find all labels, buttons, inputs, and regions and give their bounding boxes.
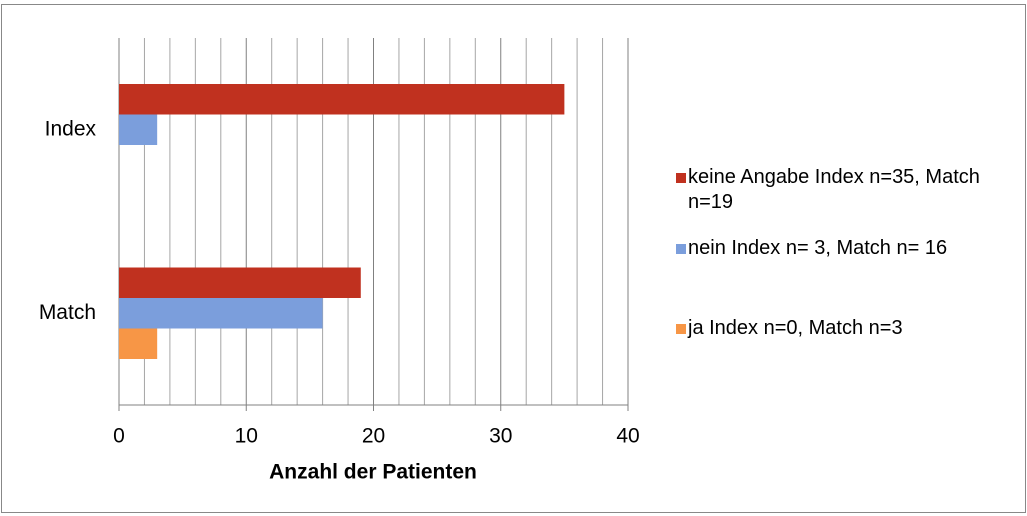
x-tick-label: 30 xyxy=(489,425,512,448)
y-tick-label: Index xyxy=(45,117,97,140)
legend-swatch xyxy=(676,173,686,183)
x-tick-label: 10 xyxy=(235,425,258,448)
legend-label: keine Angabe Index n=35, Match n=19 xyxy=(688,166,980,213)
x-tick-label: 0 xyxy=(113,425,125,448)
x-tick-label: 20 xyxy=(362,425,385,448)
bar xyxy=(119,114,158,145)
legend-item: ja Index n=0, Match n=3 xyxy=(676,316,1027,341)
chart-border xyxy=(1,4,1026,513)
bar xyxy=(119,267,361,298)
legend-swatch xyxy=(676,324,686,334)
y-tick-label: Match xyxy=(39,301,96,324)
x-tick-label: 40 xyxy=(616,425,639,448)
legend-label: ja Index n=0, Match n=3 xyxy=(688,317,903,339)
bar xyxy=(119,84,565,115)
bar xyxy=(119,328,158,359)
legend-label: nein Index n= 3, Match n= 16 xyxy=(688,237,948,259)
legend-item: keine Angabe Index n=35, Match n=19 xyxy=(676,165,1027,215)
legend-item: nein Index n= 3, Match n= 16 xyxy=(676,236,1027,261)
x-axis-title: Anzahl der Patienten xyxy=(269,461,477,484)
legend-swatch xyxy=(676,244,686,254)
bar xyxy=(119,298,323,329)
